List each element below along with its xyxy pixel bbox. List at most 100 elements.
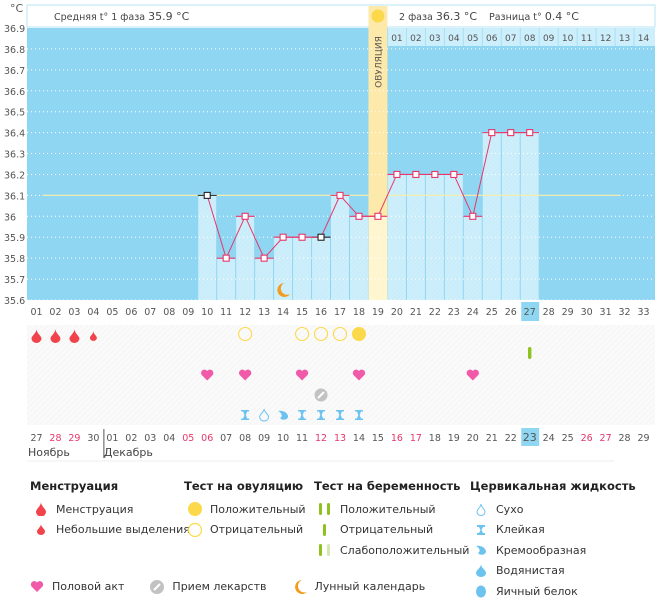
cycle-day-label: 15	[296, 307, 308, 318]
calendar-date-label: 21	[486, 433, 498, 444]
ovulation-test-negative-icon	[332, 326, 348, 342]
cycle-day-label: 17	[334, 307, 346, 318]
temperature-bar	[501, 132, 520, 300]
y-tick-label: 36.6	[4, 87, 25, 98]
legend-item: Яичный белок	[470, 581, 636, 602]
pill-icon	[150, 579, 165, 594]
cycle-day-label: 24	[467, 307, 479, 318]
ovulation-test-negative-icon	[238, 326, 253, 342]
temperature-point	[336, 191, 344, 199]
dry-drop-icon	[470, 503, 492, 516]
one-line-icon	[314, 523, 336, 537]
y-tick-label: 35.9	[4, 233, 25, 244]
calendar-date-label: 24	[543, 433, 555, 444]
calendar-date-label: 07	[220, 433, 232, 444]
legend-item: Кремообразная	[470, 540, 636, 561]
legend-item: Сухо	[470, 499, 636, 520]
temperature-bar	[255, 258, 274, 300]
phase2-day-label: 05	[467, 34, 478, 44]
temperature-point	[260, 254, 268, 262]
legend-menstruation: Менструация Менструация Небольшие выделе…	[30, 479, 190, 540]
heart-icon	[30, 580, 44, 593]
temperature-point	[203, 191, 211, 199]
legend-item: Лунный календарь	[293, 579, 425, 594]
blood-drop-icon	[50, 329, 61, 343]
phase2-day-label: 06	[486, 34, 498, 44]
cycle-day-label: 05	[106, 307, 118, 318]
watery-drop-icon	[470, 564, 492, 578]
egg-white-icon	[470, 584, 492, 598]
cycle-day-label: 21	[410, 307, 422, 318]
legend-item: Небольшие выделения	[30, 520, 190, 541]
sticky-icon	[298, 410, 307, 420]
phase2-day-label: 10	[562, 34, 574, 44]
sticky-icon	[336, 410, 345, 420]
temperature-bar	[444, 174, 463, 300]
calendar-date-label: 30	[87, 433, 99, 444]
y-tick-label: 36.4	[4, 129, 25, 140]
cycle-day-label: 13	[258, 307, 270, 318]
negative-circle-icon	[184, 522, 206, 538]
y-tick-label: 36.5	[4, 108, 25, 119]
two-lines-icon	[314, 502, 336, 516]
month-label: Декабрь	[104, 446, 153, 459]
y-tick-label: 35.8	[4, 254, 25, 265]
cycle-day-label: 25	[486, 307, 498, 318]
calendar-date-label: 15	[372, 433, 384, 444]
phase2-day-label: 09	[543, 34, 555, 44]
temperature-point	[507, 129, 515, 137]
calendar-date-label: 29	[68, 433, 80, 444]
cycle-day-label: 30	[581, 307, 593, 318]
temperature-point	[469, 212, 477, 220]
calendar-date-label: 14	[353, 433, 365, 444]
blood-drop-icon	[69, 329, 80, 343]
pill-icon-stroke	[317, 391, 325, 399]
dry-drop-icon	[259, 408, 270, 422]
temperature-point	[412, 170, 420, 179]
today-date-highlight	[521, 428, 540, 446]
phase2-day-label: 12	[600, 34, 611, 44]
cycle-day-label: 09	[182, 307, 194, 318]
cycle-day-label: 12	[239, 307, 251, 318]
ovulation-test-positive-icon	[351, 327, 366, 341]
legend-item: Менструация	[30, 499, 190, 520]
phase2-day-label: 02	[410, 34, 421, 44]
legend-item: Водянистая	[470, 561, 636, 582]
sticky-icon	[470, 524, 492, 536]
pregnancy-test-negative-icon	[528, 347, 532, 359]
cycle-day-label: 26	[505, 307, 517, 318]
cycle-day-label: 27	[524, 307, 536, 318]
temperature-point	[526, 129, 534, 137]
ovulation-test-negative-icon	[295, 326, 310, 342]
temperature-point	[374, 212, 382, 220]
cycle-day-label: 01	[30, 307, 42, 318]
phase2-day-strip	[387, 28, 655, 46]
cycle-day-label: 03	[68, 307, 80, 318]
heart-icon	[466, 369, 479, 381]
today-highlight	[521, 302, 540, 321]
cycle-day-label: 20	[391, 307, 403, 318]
y-tick-label: 36.3	[4, 150, 25, 161]
small-blood-drop-icon	[89, 331, 97, 341]
temperature-bar	[425, 174, 444, 300]
temperature-bar	[274, 237, 293, 300]
temperature-line	[206, 132, 530, 260]
legend-pregnancy-test: Тест на беременность Положительный Отриц…	[314, 479, 469, 561]
phase1-label: Средняя t° 1 фаза 35.9 °C	[54, 10, 190, 23]
calendar-date-label: 23	[523, 431, 537, 444]
cycle-day-label: 31	[600, 307, 612, 318]
cycle-day-label: 28	[543, 307, 555, 318]
small-blood-drop-icon	[30, 524, 52, 536]
calendar-date-label: 01	[106, 433, 118, 444]
cycle-day-label: 19	[372, 307, 384, 318]
temperature-bar	[198, 195, 217, 300]
month-label: Ноябрь	[28, 446, 70, 459]
y-tick-label: 35.7	[4, 275, 25, 286]
heart-icon	[239, 369, 252, 381]
y-tick-label: 36.2	[4, 170, 25, 181]
cycle-day-label: 33	[637, 307, 649, 318]
ovulation-test-negative-icon	[313, 326, 329, 342]
ovulation-sun-icon	[371, 9, 385, 23]
legend-title: Тест на беременность	[314, 479, 461, 493]
temperature-point	[355, 212, 363, 220]
